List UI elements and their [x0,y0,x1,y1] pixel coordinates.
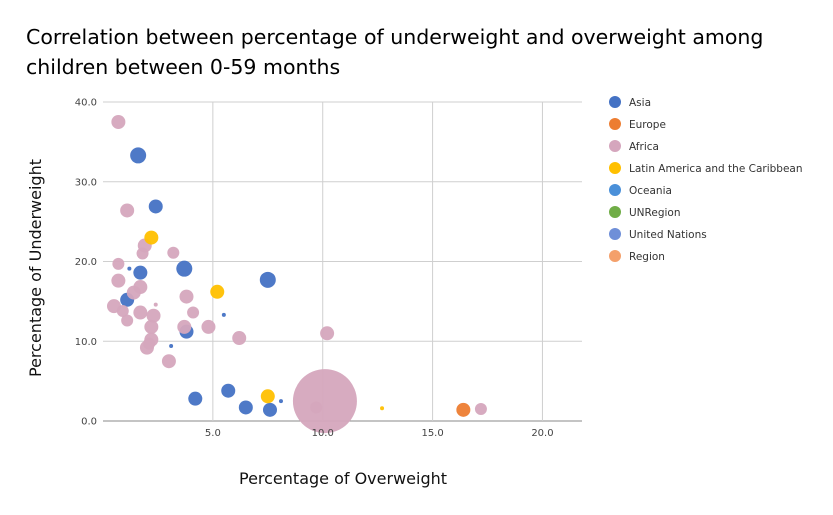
data-point-asia [259,271,276,288]
data-point-asia [176,260,193,277]
data-point-africa [121,314,134,327]
y-tick-label: 40.0 [75,98,97,109]
tick-labels: 5.0 10.0 15.0 20.0 0.0 10.0 20.0 30.0 40.0 [75,98,554,440]
legend-marker [609,162,621,174]
data-point-africa [126,285,141,300]
legend-label: Oceania [629,185,672,197]
legend-label: Region [629,251,665,263]
legend-marker [609,118,621,130]
legend-label: Asia [629,97,651,109]
data-point-asia [238,400,253,415]
data-point-asia [133,265,148,280]
legend-label: United Nations [629,229,707,241]
data-point-asia [188,391,203,406]
data-point-africa [179,289,194,304]
data-point-africa [143,337,156,350]
data-point-africa [320,326,335,341]
data-point-latin-america-and-the-caribbean [260,389,275,404]
data-point-asia [221,383,236,398]
legend: Asia Europe Africa Latin America and the Ca… [609,96,803,263]
data-point-africa [201,319,216,334]
data-point-africa [474,403,487,416]
data-point-africa [144,319,159,334]
data-point-asia [148,199,163,214]
x-tick-label: 15.0 [421,428,443,439]
x-tick-label: 10.0 [312,428,334,439]
data-point-asia [130,147,147,164]
data-point-latin-america-and-the-caribbean [144,230,159,245]
legend-marker [609,96,621,108]
data-point-africa [177,319,192,334]
data-point-latin-america-and-the-caribbean [380,406,385,411]
data-points [106,114,487,434]
data-point-africa [133,305,148,320]
data-point-africa [161,354,176,369]
y-tick-label: 0.0 [81,417,97,428]
x-tick-label: 20.0 [531,428,553,439]
data-point-asia [221,312,226,317]
x-tick-label: 5.0 [205,428,221,439]
grid [103,101,582,422]
data-point-europe [456,402,471,417]
data-point-africa [310,401,323,414]
legend-label: Europe [629,119,666,131]
y-tick-label: 20.0 [75,257,97,268]
data-point-africa [292,369,357,434]
y-tick-label: 30.0 [75,177,97,188]
data-point-asia [127,266,132,271]
data-point-asia [262,402,277,417]
data-point-africa [146,308,161,323]
data-point-latin-america-and-the-caribbean [210,284,225,299]
x-axis-label: Percentage of Overweight [239,469,447,488]
legend-label: Latin America and the Caribbean [629,163,803,175]
data-point-africa [116,304,129,317]
chart-title: Correlation between percentage of underw… [26,25,764,79]
legend-marker [609,250,621,262]
data-point-africa [153,302,158,307]
data-point-africa [167,246,180,259]
data-point-africa [120,203,135,218]
data-point-africa [112,257,125,270]
data-point-africa [136,247,149,260]
legend-marker [609,184,621,196]
data-point-africa [111,273,126,288]
data-point-africa [232,331,247,346]
legend-marker [609,206,621,218]
data-point-africa [111,114,126,129]
data-point-asia [278,399,283,404]
legend-label: UNRegion [629,207,681,219]
y-tick-label: 10.0 [75,337,97,348]
y-axis-label: Percentage of Underweight [26,159,45,377]
legend-label: Africa [629,141,659,153]
legend-marker [609,228,621,240]
legend-marker [609,140,621,152]
data-point-asia [169,344,174,349]
data-point-africa [187,306,200,319]
